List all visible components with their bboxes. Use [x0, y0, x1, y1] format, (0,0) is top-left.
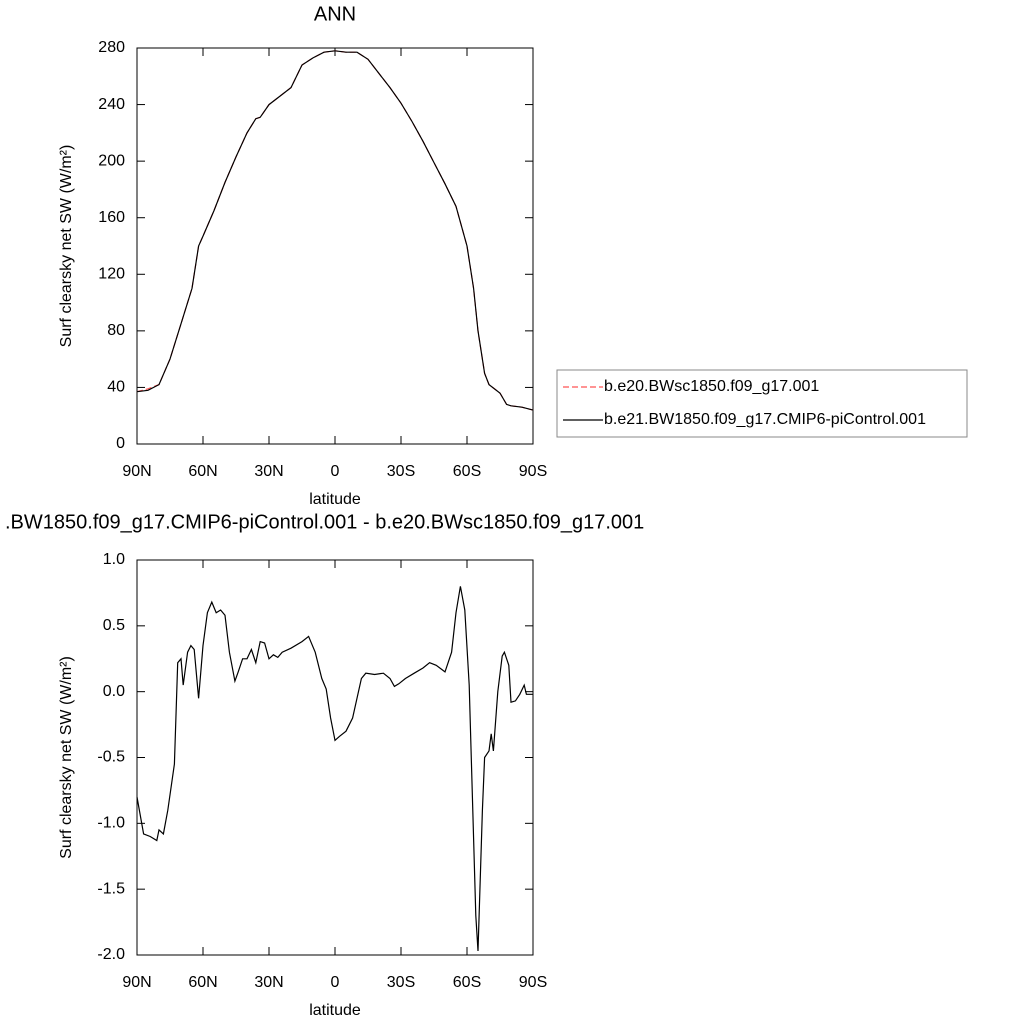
- legend-label: b.e21.BW1850.f09_g17.CMIP6-piControl.001: [604, 411, 926, 428]
- x-tick-label: 90N: [122, 974, 151, 991]
- y-axis-label: Surf clearsky net SW (W/m²): [58, 145, 75, 348]
- y-tick-label: -0.5: [97, 749, 125, 766]
- x-tick-label: 0: [331, 974, 340, 991]
- x-axis-label: latitude: [309, 1002, 361, 1019]
- x-tick-label: 60S: [453, 974, 481, 991]
- y-tick-label: 1.0: [103, 551, 125, 568]
- legend-label: b.e20.BWsc1850.f09_g17.001: [604, 378, 819, 395]
- x-axis-label: latitude: [309, 491, 361, 508]
- y-tick-label: -1.5: [97, 880, 125, 897]
- y-tick-label: 0.0: [103, 683, 125, 700]
- x-tick-label: 0: [331, 463, 340, 480]
- x-tick-label: 90N: [122, 463, 151, 480]
- y-tick-label: 0.5: [103, 617, 125, 634]
- x-tick-label: 90S: [519, 974, 547, 991]
- x-tick-label: 30N: [254, 974, 283, 991]
- y-tick-label: 0: [116, 435, 125, 452]
- y-tick-label: 240: [98, 96, 125, 113]
- chart-title: .BW1850.f09_g17.CMIP6-piControl.001 - b.…: [5, 511, 644, 533]
- data-line: [136, 50, 534, 411]
- x-tick-label: 30S: [387, 463, 415, 480]
- y-tick-label: 160: [98, 209, 125, 226]
- plot-frame: [136, 559, 534, 956]
- y-tick-label: 40: [107, 379, 125, 396]
- y-tick-label: 200: [98, 152, 125, 169]
- data-line: [136, 50, 534, 411]
- y-tick-label: 280: [98, 39, 125, 56]
- x-tick-label: 90S: [519, 463, 547, 480]
- y-tick-label: 80: [107, 322, 125, 339]
- data-line: [136, 586, 533, 952]
- y-axis-label: Surf clearsky net SW (W/m²): [58, 656, 75, 859]
- x-tick-label: 60S: [453, 463, 481, 480]
- plot-frame: [136, 47, 534, 445]
- y-tick-label: -1.0: [97, 815, 125, 832]
- x-tick-label: 60N: [188, 463, 217, 480]
- x-tick-label: 60N: [188, 974, 217, 991]
- y-tick-label: 120: [98, 266, 125, 283]
- y-tick-label: -2.0: [97, 946, 125, 963]
- legend-box: [556, 369, 968, 438]
- x-tick-label: 30N: [254, 463, 283, 480]
- x-tick-label: 30S: [387, 974, 415, 991]
- chart-title: ANN: [314, 3, 356, 25]
